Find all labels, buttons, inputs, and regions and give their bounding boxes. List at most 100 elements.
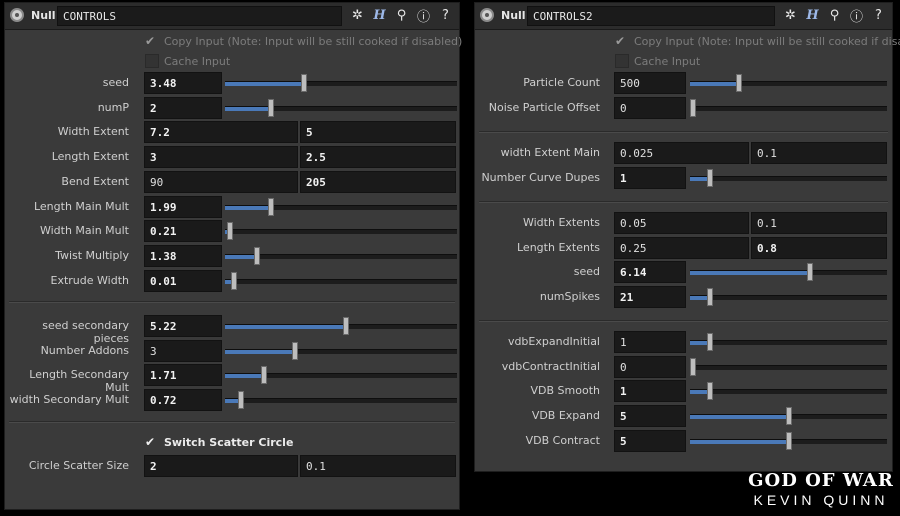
node-name-field[interactable]: CONTROLS2 [527, 6, 775, 26]
slider-handle[interactable] [690, 357, 696, 376]
twist-multiply-field[interactable]: 1.38 [144, 244, 222, 267]
width-extents-field-2[interactable]: 0.1 [751, 212, 887, 234]
extrude-width-field[interactable]: 0.01 [144, 269, 222, 292]
zoom-icon[interactable]: ⚲ [396, 8, 407, 23]
slider-handle[interactable] [231, 271, 238, 290]
length-extent-field-2[interactable]: 2.5 [300, 146, 456, 169]
length-main-mult-slider[interactable] [225, 197, 457, 216]
zoom-icon[interactable]: ⚲ [829, 8, 840, 23]
gear-icon[interactable]: ✲ [785, 8, 796, 23]
slider-fill [690, 176, 710, 181]
twist-multiply-slider[interactable] [225, 246, 457, 265]
slider-handle[interactable] [785, 407, 792, 426]
nump-row: numP 2 [5, 96, 459, 119]
vdbcontractinitial-field[interactable]: 0 [614, 355, 686, 378]
number-addons-slider[interactable] [225, 341, 457, 360]
copy-input-checkbox[interactable]: ✔ [145, 34, 156, 48]
cache-input-checkbox[interactable] [615, 54, 629, 68]
nump-slider[interactable] [225, 98, 457, 117]
nump-field[interactable]: 2 [144, 96, 222, 119]
slider-handle[interactable] [342, 317, 349, 335]
slider-handle[interactable] [291, 341, 298, 360]
noise-particle-offset-row: Noise Particle Offset 0 [475, 96, 892, 119]
slider-handle[interactable] [706, 168, 713, 187]
slider-handle[interactable] [254, 246, 261, 265]
circle-scatter-field-1[interactable]: 2 [144, 455, 298, 477]
width-extent-main-field-2[interactable]: 0.1 [751, 142, 887, 164]
param-label: Noise Particle Offset [488, 100, 600, 114]
node-type-icon[interactable] [10, 8, 24, 22]
slider-handle[interactable] [706, 333, 713, 351]
length-extent-field-1[interactable]: 3 [144, 146, 298, 169]
help-h-icon[interactable]: H [806, 8, 819, 23]
width-secondary-mult-field[interactable]: 0.72 [144, 389, 222, 412]
extrude-width-slider[interactable] [225, 271, 457, 290]
help-h-icon[interactable]: H [373, 8, 386, 23]
width-extent-field-2[interactable]: 5 [300, 121, 456, 144]
slider-handle[interactable] [736, 74, 743, 92]
noise-particle-offset-slider[interactable] [690, 98, 887, 117]
particle-count-slider[interactable] [690, 74, 887, 92]
slider-handle[interactable] [226, 222, 233, 241]
length-extents-field-1[interactable]: 0.25 [614, 236, 749, 259]
width-extent-field-1[interactable]: 7.2 [144, 121, 298, 144]
vdbcontractinitial-slider[interactable] [690, 357, 887, 376]
bend-extent-field-1[interactable]: 90 [144, 170, 298, 193]
width-extents-field-1[interactable]: 0.05 [614, 212, 749, 234]
separator [9, 421, 455, 423]
info-icon[interactable]: ⓘ [849, 10, 863, 25]
switch-scatter-checkbox[interactable]: ✔ [145, 435, 156, 449]
seed-field[interactable]: 3.48 [144, 72, 222, 94]
slider-handle[interactable] [807, 263, 814, 282]
vdb-smooth-field[interactable]: 1 [614, 380, 686, 403]
numspikes-slider[interactable] [690, 288, 887, 307]
noise-particle-offset-field[interactable]: 0 [614, 96, 686, 119]
vdb-expand-slider[interactable] [690, 407, 887, 426]
cache-input-checkbox[interactable] [145, 54, 159, 68]
question-icon[interactable]: ? [442, 8, 449, 23]
extrude-width-row: Extrude Width 0.01 [5, 269, 459, 292]
vdbexpandinitial-field[interactable]: 1 [614, 331, 686, 353]
width-main-mult-field[interactable]: 0.21 [144, 220, 222, 243]
node-type-icon[interactable] [480, 8, 494, 22]
width-secondary-mult-slider[interactable] [225, 391, 457, 410]
length-main-mult-field[interactable]: 1.99 [144, 195, 222, 218]
node-name-field[interactable]: CONTROLS [57, 6, 342, 26]
particle-count-field[interactable]: 500 [614, 72, 686, 94]
seed-slider[interactable] [690, 263, 887, 282]
slider-handle[interactable] [690, 98, 696, 117]
slider-handle[interactable] [238, 391, 245, 410]
vdbexpandinitial-slider[interactable] [690, 333, 887, 351]
number-curve-dupes-field[interactable]: 1 [614, 166, 686, 189]
info-icon[interactable]: ⓘ [416, 10, 430, 25]
slider-handle[interactable] [300, 74, 307, 92]
slider-handle[interactable] [706, 382, 713, 401]
question-icon[interactable]: ? [875, 8, 882, 23]
width-main-mult-slider[interactable] [225, 222, 457, 241]
vdb-smooth-slider[interactable] [690, 382, 887, 401]
slider-handle[interactable] [261, 366, 268, 385]
slider-handle[interactable] [706, 288, 713, 307]
slider-handle[interactable] [785, 431, 792, 450]
seed-secondary-pieces-field[interactable]: 5.22 [144, 315, 222, 337]
seed-slider[interactable] [225, 74, 457, 92]
number-curve-dupes-slider[interactable] [690, 168, 887, 187]
numspikes-field[interactable]: 21 [614, 286, 686, 309]
vdb-contract-field[interactable]: 5 [614, 429, 686, 452]
length-secondary-mult-field[interactable]: 1.71 [144, 364, 222, 387]
length-extents-field-2[interactable]: 0.8 [751, 236, 887, 259]
seed-field[interactable]: 6.14 [614, 261, 686, 284]
slider-handle[interactable] [268, 98, 275, 117]
number-addons-field[interactable]: 3 [144, 339, 222, 362]
copy-input-checkbox[interactable]: ✔ [615, 34, 626, 48]
gear-icon[interactable]: ✲ [352, 8, 363, 23]
circle-scatter-field-2[interactable]: 0.1 [300, 455, 456, 477]
slider-handle[interactable] [268, 197, 275, 216]
width-extent-main-field-1[interactable]: 0.025 [614, 142, 749, 164]
separator [479, 201, 888, 203]
length-secondary-mult-slider[interactable] [225, 366, 457, 385]
bend-extent-field-2[interactable]: 205 [300, 170, 456, 193]
seed-secondary-pieces-slider[interactable] [225, 317, 457, 335]
vdb-expand-field[interactable]: 5 [614, 405, 686, 428]
vdb-contract-slider[interactable] [690, 431, 887, 450]
